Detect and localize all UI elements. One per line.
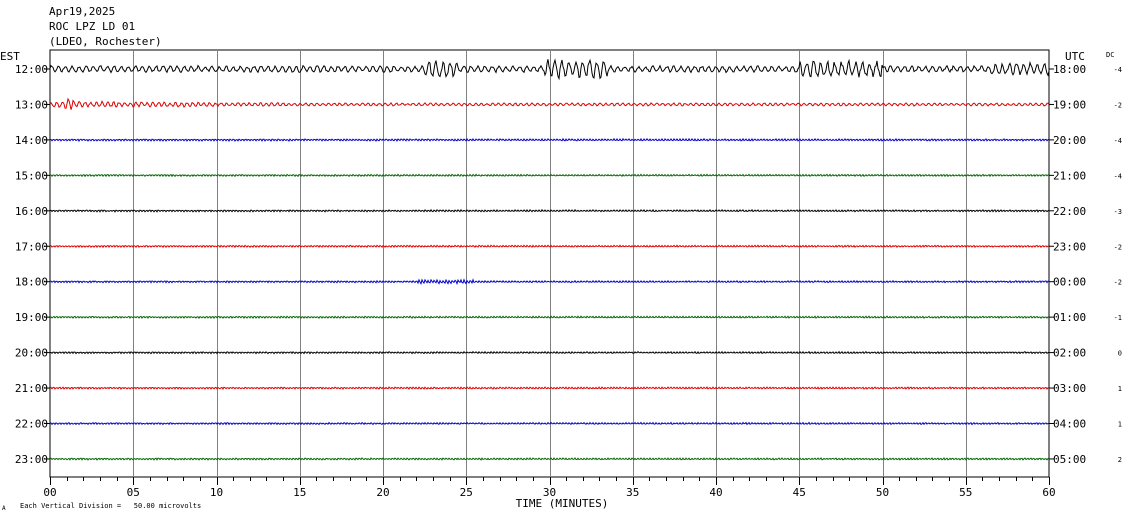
x-tick-label: 60: [1042, 486, 1055, 499]
est-time-label: 21:00: [15, 382, 48, 395]
x-axis: 00 05 10 15 20 25 30 35 40 45 50 55 60: [43, 477, 1056, 499]
x-tick-label: 30: [543, 486, 556, 499]
x-tick-label: 05: [127, 486, 140, 499]
date-label: Apr19,2025: [49, 5, 116, 18]
dc-header-label: DC: [1106, 51, 1114, 59]
seismic-trace: [49, 58, 1050, 81]
footer-mark: A: [2, 505, 6, 512]
x-tick-label: 10: [210, 486, 223, 499]
x-tick-label: 35: [626, 486, 639, 499]
x-tick-label: 25: [460, 486, 473, 499]
seismic-trace: [49, 208, 1050, 213]
station-label: ROC LPZ LD 01: [49, 20, 136, 33]
utc-time-label: 20:00: [1053, 134, 1086, 147]
seismic-trace: [49, 244, 1050, 249]
x-tick-label: 15: [293, 486, 306, 499]
est-time-label: 16:00: [15, 205, 48, 218]
chart-header: Apr19,2025 ROC LPZ LD 01 (LDEO, Rocheste…: [49, 4, 162, 49]
dc-offset-label: 0: [1118, 350, 1122, 358]
seismic-trace: [49, 457, 1050, 461]
dc-offset-label: -4: [1114, 172, 1122, 180]
utc-time-label: 18:00: [1053, 63, 1086, 76]
utc-time-label: 22:00: [1053, 205, 1086, 218]
x-axis-title: TIME (MINUTES): [516, 497, 609, 510]
utc-time-label: 19:00: [1053, 98, 1086, 111]
dc-offset-label: -2: [1114, 279, 1122, 287]
utc-time-label: 01:00: [1053, 311, 1086, 324]
seismic-trace: [49, 173, 1050, 178]
dc-offset-label: -3: [1114, 208, 1122, 216]
grid-lines: [133, 50, 967, 477]
est-time-label: 12:00: [15, 63, 48, 76]
dc-offset-label: -4: [1114, 66, 1122, 74]
est-time-label: 18:00: [15, 276, 48, 289]
est-time-label: 19:00: [15, 311, 48, 324]
network-label: (LDEO, Rochester): [49, 35, 162, 48]
dc-offset-label: -2: [1114, 243, 1122, 251]
est-time-label: 14:00: [15, 134, 48, 147]
seismic-trace: [50, 278, 1050, 286]
seismic-trace: [49, 350, 1050, 355]
seismic-trace: [49, 97, 1050, 110]
x-tick-label: 20: [376, 486, 389, 499]
est-time-label: 13:00: [15, 98, 48, 111]
est-time-label: 22:00: [15, 418, 48, 431]
dc-offset-label: 1: [1118, 385, 1122, 393]
est-time-label: 15:00: [15, 169, 48, 182]
seismic-trace: [49, 315, 1050, 320]
plot-frame: [49, 49, 1050, 478]
dc-offset-label: 1: [1118, 421, 1122, 429]
utc-time-label: 21:00: [1053, 169, 1086, 182]
est-time-label: 17:00: [15, 240, 48, 253]
footer-scale-note: Each Vertical Division = 50.00 microvolt…: [20, 502, 201, 510]
utc-time-label: 02:00: [1053, 347, 1086, 360]
est-zone-label: EST: [0, 50, 20, 63]
dc-offset-label: 2: [1118, 456, 1122, 464]
x-tick-label: 55: [959, 486, 972, 499]
utc-zone-label: UTC: [1065, 50, 1085, 63]
dc-offset-label: -2: [1114, 101, 1122, 109]
utc-time-label: 04:00: [1053, 418, 1086, 431]
seismic-trace: [49, 421, 1050, 426]
x-tick-label: 00: [43, 486, 56, 499]
x-tick-label: 40: [709, 486, 722, 499]
utc-time-label: 03:00: [1053, 382, 1086, 395]
est-time-label: 23:00: [15, 453, 48, 466]
dc-offset-label: -1: [1114, 314, 1122, 322]
seismic-trace: [49, 137, 1050, 142]
utc-time-label: 23:00: [1053, 240, 1086, 253]
traces: [49, 58, 1050, 461]
utc-time-label: 05:00: [1053, 453, 1086, 466]
x-tick-label: 45: [793, 486, 806, 499]
utc-time-label: 00:00: [1053, 276, 1086, 289]
est-time-label: 20:00: [15, 347, 48, 360]
x-tick-label: 50: [876, 486, 889, 499]
row-labels: 12:00 18:00 -4 13:00 19:00 -2 14:00 20:00 -4 15:0…: [15, 63, 1122, 466]
seismic-trace: [49, 386, 1049, 390]
dc-offset-label: -4: [1114, 137, 1122, 145]
